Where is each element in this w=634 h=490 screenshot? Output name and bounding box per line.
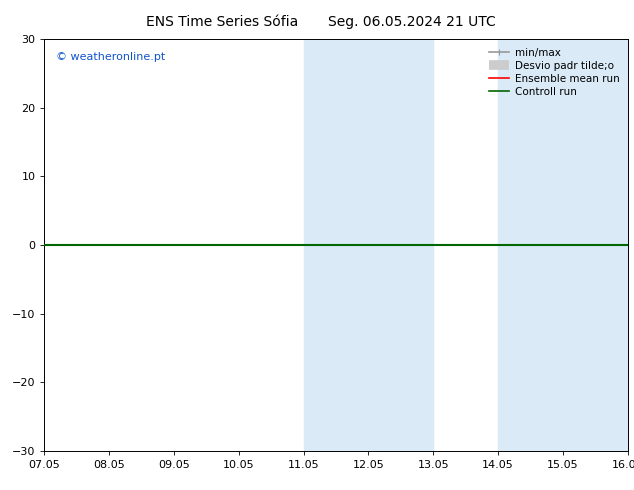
Bar <box>498 39 628 451</box>
Bar <box>304 39 433 451</box>
Legend: min/max, Desvio padr tilde;o, Ensemble mean run, Controll run: min/max, Desvio padr tilde;o, Ensemble m… <box>486 45 623 100</box>
Text: Seg. 06.05.2024 21 UTC: Seg. 06.05.2024 21 UTC <box>328 15 496 29</box>
Text: © weatheronline.pt: © weatheronline.pt <box>56 51 165 62</box>
Text: ENS Time Series Sófia: ENS Time Series Sófia <box>146 15 298 29</box>
